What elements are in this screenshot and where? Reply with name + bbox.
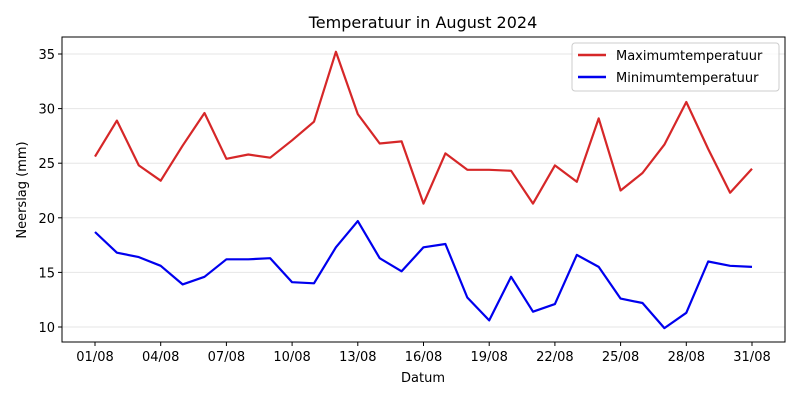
legend: Maximumtemperatuur Minimumtemperatuur (571, 42, 780, 92)
x-tick-label: 22/08 (536, 350, 573, 365)
y-gridlines (62, 53, 785, 328)
x-tick-label: 13/08 (339, 350, 376, 365)
y-tick-label: 10 (38, 321, 55, 336)
x-tick-label: 19/08 (470, 350, 507, 365)
min-temperature-line (94, 220, 753, 330)
legend-box (571, 42, 780, 92)
x-tick-label: 10/08 (273, 350, 310, 365)
x-tick-label: 07/08 (208, 350, 245, 365)
x-axis-label: Datum (401, 371, 445, 386)
x-axis: 01/08 04/08 07/08 10/08 13/08 16/08 19/08 22/08… (76, 342, 771, 365)
x-tick-label: 25/08 (602, 350, 639, 365)
x-tick-label: 04/08 (142, 350, 179, 365)
y-axis: 10 15 20 25 30 35 (38, 48, 62, 336)
legend-label-max: Maximumtemperatuur (616, 49, 763, 64)
y-axis-label: Neerslag (mm) (15, 141, 30, 238)
y-tick-label: 15 (38, 266, 55, 281)
chart-title: Temperatuur in August 2024 (308, 13, 538, 32)
y-tick-label: 30 (38, 103, 55, 118)
x-tick-label: 01/08 (76, 350, 113, 365)
max-temperature-line (94, 50, 753, 205)
x-tick-label: 31/08 (733, 350, 770, 365)
x-tick-label: 28/08 (668, 350, 705, 365)
y-tick-label: 20 (38, 212, 55, 227)
x-tick-label: 16/08 (405, 350, 442, 365)
legend-label-min: Minimumtemperatuur (616, 71, 759, 86)
y-tick-label: 25 (38, 157, 55, 172)
data-lines (94, 50, 753, 330)
y-tick-label: 35 (38, 48, 55, 63)
